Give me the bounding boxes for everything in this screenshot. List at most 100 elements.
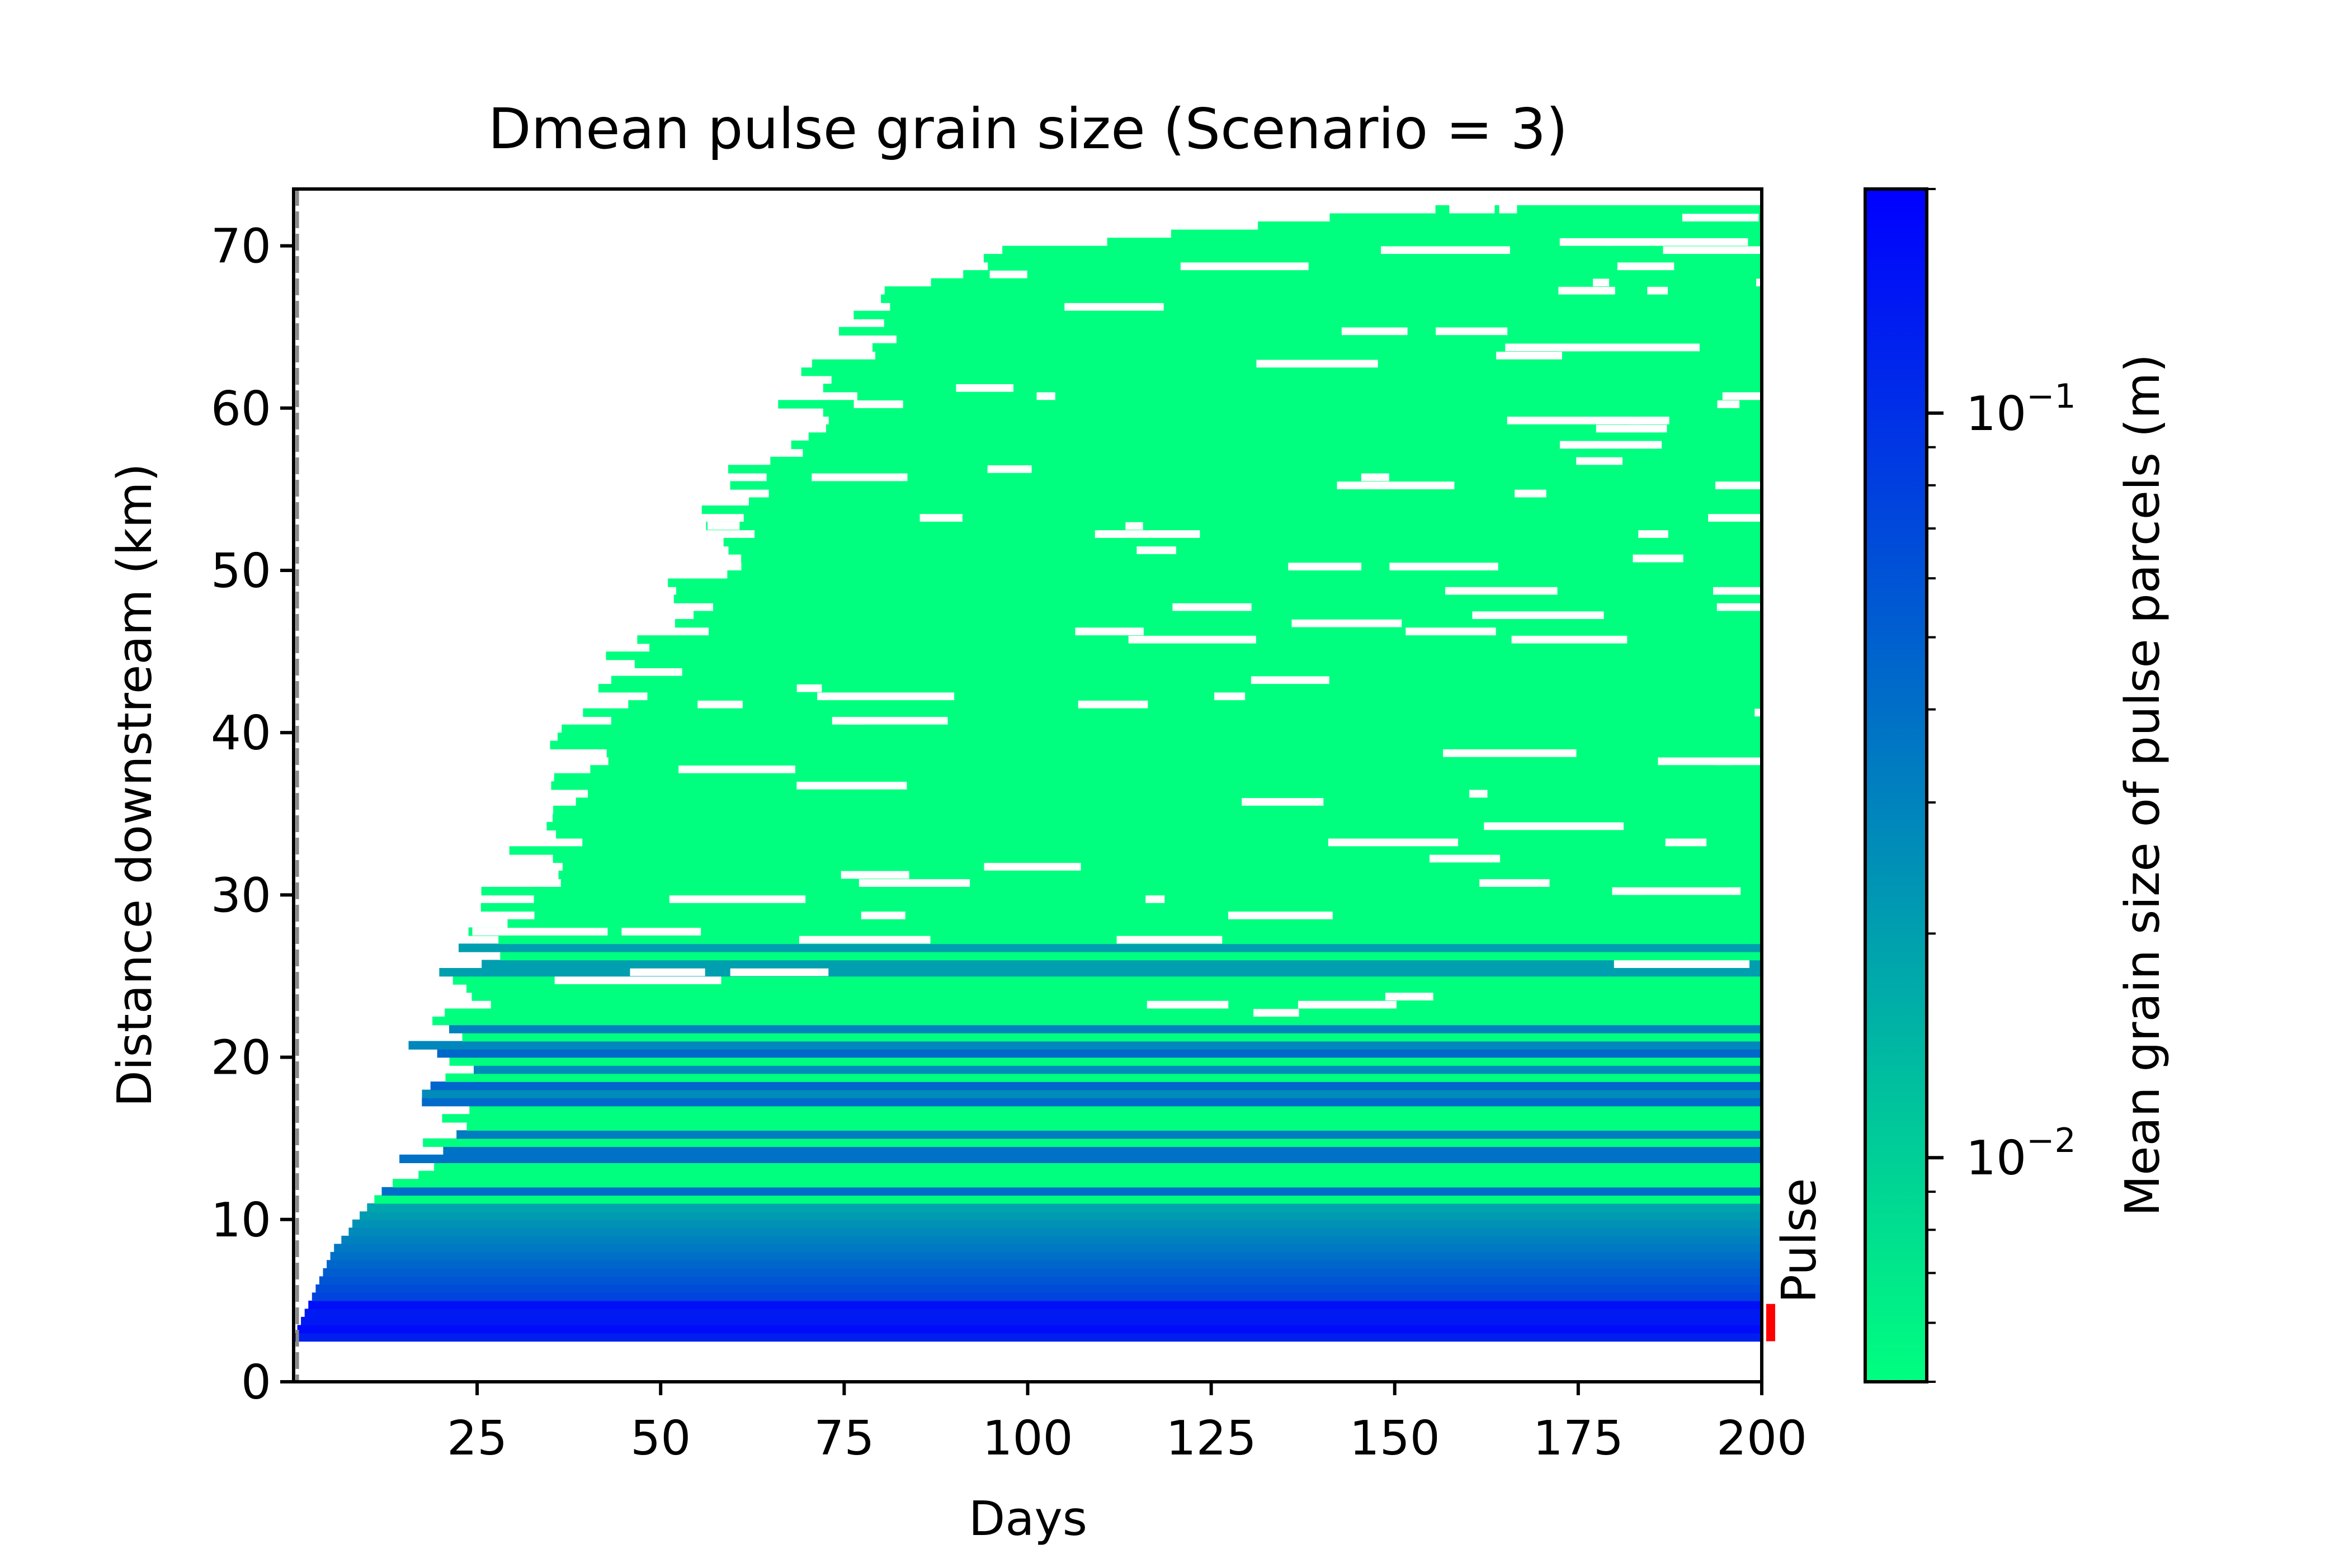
heatmap-row [308,1300,1762,1310]
heatmap-row [743,513,1762,522]
x-tick-label: 200 [1716,1411,1807,1466]
heatmap-gap [1228,911,1333,919]
pulse-annotation: Pulse [1766,1178,1827,1342]
heatmap-gap [1385,992,1433,1000]
x-tick-label: 100 [982,1411,1073,1466]
heatmap-row [801,367,1762,376]
heatmap-gap [1180,262,1309,271]
heatmap-row [449,1057,1762,1066]
heatmap-row [1435,205,1762,214]
heatmap-gap [1658,757,1762,766]
heatmap-row [471,992,1762,1001]
heatmap-row [480,903,1762,912]
heatmap-gap [1713,587,1762,595]
heatmap-row [706,521,1762,531]
heatmap-gap [1576,456,1622,465]
heatmap-row [931,278,1762,287]
colorbar-ticks: 10−2 10−1 [1927,188,2076,1383]
heatmap-row [770,456,1762,466]
heatmap-row [381,1187,1762,1196]
heatmap-row [791,440,1762,450]
heatmap-gap [1116,935,1223,944]
heatmap-gap [1381,245,1510,254]
heatmap-row [673,594,1762,603]
heatmap-row [766,473,1762,482]
heatmap-gap [1479,879,1550,887]
heatmap-row [443,1146,1762,1155]
heatmap-gap [853,400,903,408]
heatmap-row [668,578,1762,587]
heatmap-gap [669,895,806,903]
heatmap-row [728,465,1762,474]
heatmap-row [312,1292,1762,1301]
heatmap-gap [1443,749,1577,757]
heatmap-row [857,391,1762,401]
y-tick-label: 50 [211,544,271,599]
heatmap-row [768,489,1762,498]
heatmap-row [728,546,1762,555]
heatmap-gap [1615,960,1749,968]
heatmap-row [466,984,1762,993]
heatmap-row [418,1170,1762,1179]
heatmap-gap [1136,546,1176,554]
y-tick-label: 20 [211,1031,271,1086]
heatmap-gap [989,270,1027,278]
heatmap-gap [1036,391,1055,400]
heatmap-row [462,1033,1762,1042]
heatmap-row [490,1000,1762,1009]
heatmap-row [445,1073,1762,1082]
heatmap-gap [1147,1000,1229,1009]
heatmap-gap [1515,489,1546,498]
heatmap-gap [1075,627,1144,636]
heatmap-row [897,335,1762,344]
heatmap-row [393,1179,1762,1188]
heatmap-row [507,919,1762,928]
heatmap-row [675,619,1762,628]
heatmap-gap [1242,797,1324,806]
heatmap-row [563,862,1762,871]
heatmap-gap [598,976,721,984]
heatmap-gap [1716,603,1762,611]
heatmap-row [550,740,1762,749]
heatmap-gap [1612,886,1741,895]
heatmap-row [481,886,1762,896]
heatmap-gap [1251,676,1329,684]
heatmap-gap [919,513,963,522]
heatmap-gap [1145,895,1165,903]
heatmap-row [360,1211,1762,1220]
heatmap-gap [1717,400,1740,408]
heatmap-row [327,1260,1762,1269]
heatmap-row [628,700,1762,709]
heatmap-gap [1559,238,1612,246]
heatmap-gap [554,976,624,984]
x-axis-label: Days [969,1491,1087,1547]
heatmap-gap [1507,416,1642,424]
heatmap-gap [1484,821,1624,830]
heatmap-gap [707,521,740,530]
heatmap-gap [1445,587,1558,595]
heatmap-row [558,733,1762,742]
heatmap-gap [1389,562,1498,570]
heatmap-row [823,384,1762,393]
heatmap-row [323,1268,1762,1277]
heatmap-row [562,724,1762,733]
heatmap-gap [843,716,948,725]
heatmap-row [606,651,1762,660]
heatmap-row [803,448,1762,457]
heatmap-row [469,1106,1762,1114]
heatmap-gap [1128,635,1256,644]
heatmap-gap [1125,521,1143,530]
heatmap-gap [1754,708,1762,717]
heatmap-gap [1253,1008,1299,1017]
heatmap-row [352,1219,1762,1229]
heatmap-gap [1756,278,1762,287]
colorbar-tick-label: 10−1 [1966,377,2076,442]
heatmap-row [749,497,1762,506]
heatmap-row [611,676,1762,684]
heatmap-row [730,481,1762,490]
heatmap-gap [1714,757,1733,766]
heatmap-row [553,814,1762,823]
heatmap-row [723,537,1762,547]
heatmap-row [546,821,1762,831]
